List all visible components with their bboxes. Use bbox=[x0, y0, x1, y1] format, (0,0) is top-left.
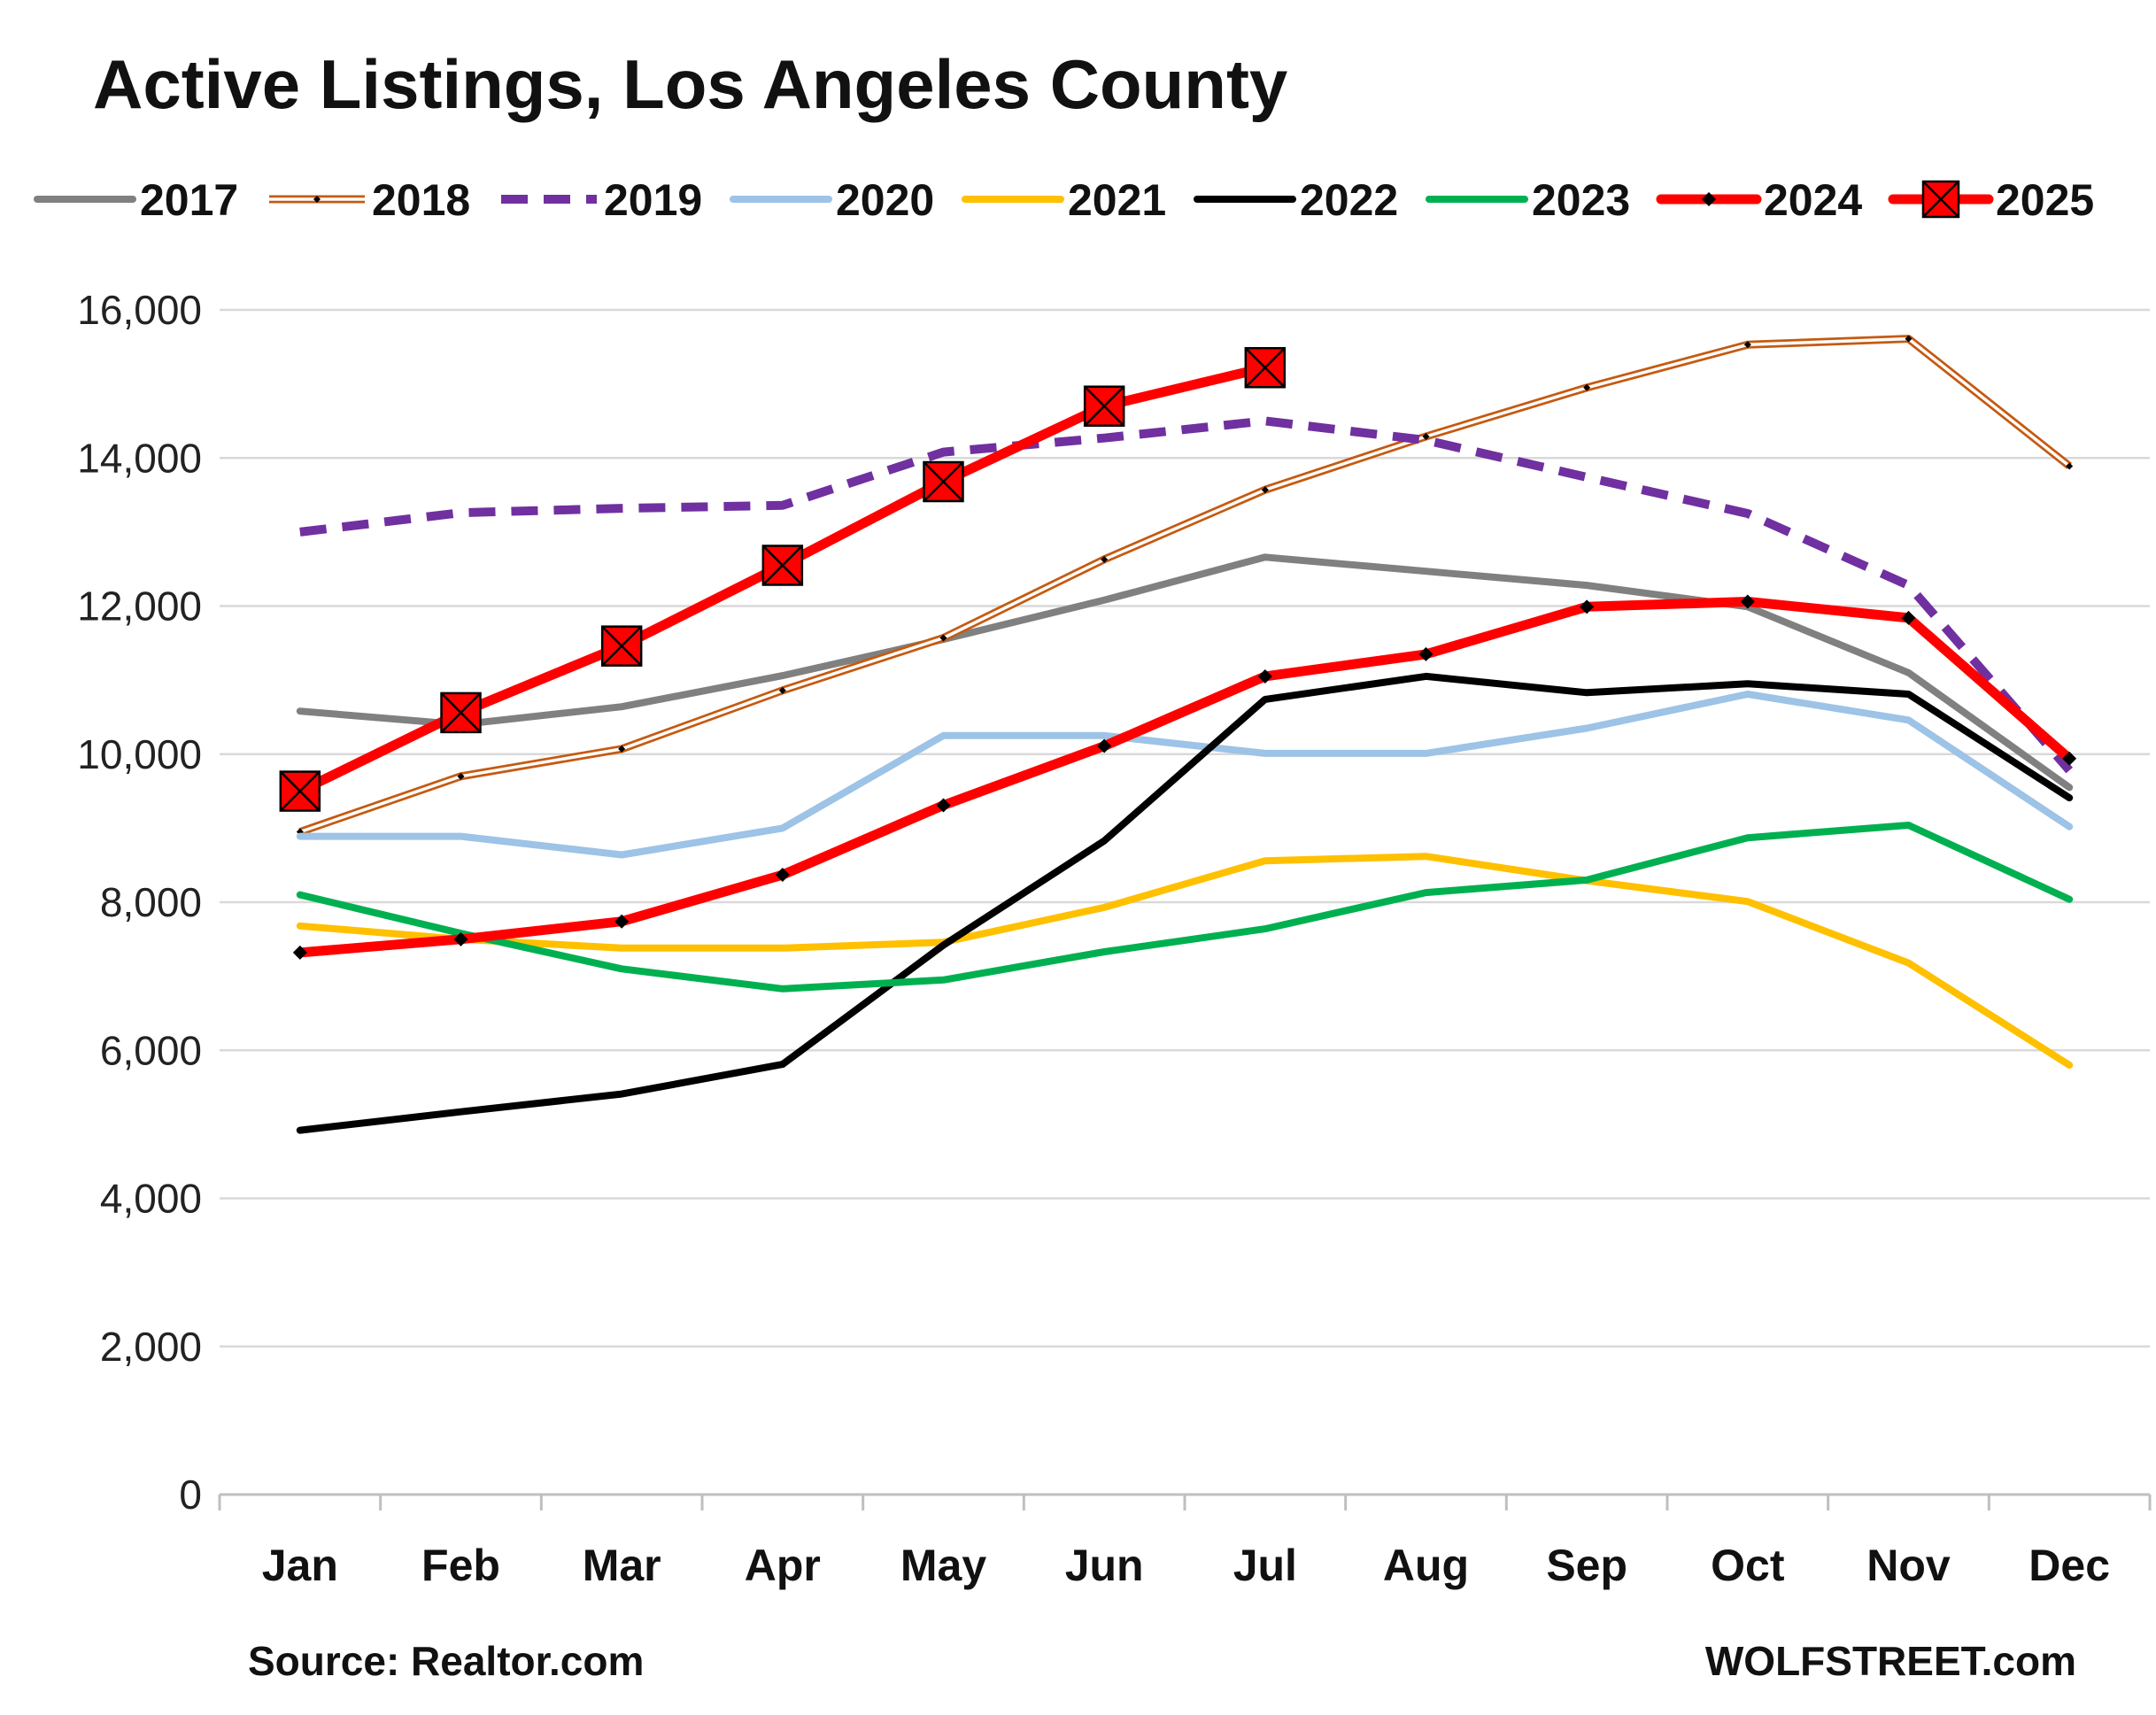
legend-item-2024: 2024 bbox=[1656, 175, 1862, 225]
data-point bbox=[1743, 341, 1751, 349]
series-line-2021 bbox=[296, 853, 2074, 1069]
data-point bbox=[600, 625, 643, 667]
plot-area bbox=[279, 335, 2077, 1134]
data-point bbox=[1097, 738, 1112, 753]
series-line-2017 bbox=[296, 553, 2074, 792]
brand-label: WOLFSTREET.com bbox=[1705, 1638, 2076, 1684]
x-tick-label: Jan bbox=[262, 1541, 338, 1590]
series-line-2024 bbox=[295, 597, 2075, 958]
series-2025 bbox=[279, 346, 1287, 812]
legend-marker bbox=[1921, 180, 1960, 219]
legend-label: 2020 bbox=[836, 175, 934, 225]
y-tick-label: 16,000 bbox=[77, 287, 202, 333]
legend-item-2019: 2019 bbox=[501, 175, 702, 225]
legend-label: 2019 bbox=[604, 175, 702, 225]
y-tick-label: 8,000 bbox=[100, 879, 202, 925]
data-point bbox=[1583, 383, 1591, 391]
x-axis: Jan Feb Mar Apr May Jun Jul Aug Sep Oct Nov Dec bbox=[218, 1493, 2152, 1590]
series-line-2019 bbox=[299, 416, 2073, 774]
data-point bbox=[1261, 486, 1269, 494]
chart-title: Active Listings, Los Angeles County bbox=[93, 45, 1287, 123]
data-point bbox=[614, 914, 630, 929]
legend-item-2021: 2021 bbox=[962, 175, 1166, 225]
data-point bbox=[2066, 462, 2074, 470]
legend-label: 2022 bbox=[1300, 175, 1398, 225]
source-label: Source: Realtor.com bbox=[248, 1638, 644, 1684]
y-tick-label: 12,000 bbox=[77, 583, 202, 630]
data-point bbox=[457, 772, 465, 780]
x-tick-label: Jul bbox=[1233, 1541, 1297, 1590]
x-tick-label: Nov bbox=[1866, 1541, 1951, 1590]
series-line-2022 bbox=[296, 672, 2074, 1134]
y-tick-label: 10,000 bbox=[77, 731, 202, 777]
gridlines bbox=[220, 308, 2150, 1348]
data-point bbox=[1083, 385, 1125, 427]
legend-marker bbox=[313, 196, 321, 203]
y-tick-label: 6,000 bbox=[100, 1027, 202, 1073]
series-line-2018-inner bbox=[299, 336, 2071, 834]
data-point bbox=[1580, 599, 1595, 614]
data-point bbox=[936, 798, 951, 813]
data-point bbox=[1257, 668, 1272, 684]
x-tick-label: Feb bbox=[421, 1541, 500, 1590]
data-point bbox=[1901, 610, 1916, 625]
data-point bbox=[1244, 346, 1287, 389]
data-point bbox=[1422, 432, 1430, 440]
legend-item-2022: 2022 bbox=[1194, 175, 1398, 225]
series-2020 bbox=[296, 691, 2074, 859]
legend-label: 2024 bbox=[1764, 175, 1862, 225]
y-tick-label: 0 bbox=[179, 1472, 202, 1518]
data-point bbox=[761, 545, 804, 586]
legend-item-2020: 2020 bbox=[730, 175, 934, 225]
data-point bbox=[775, 868, 790, 883]
x-tick-label: Aug bbox=[1383, 1541, 1469, 1590]
legend-item-2018: 2018 bbox=[269, 175, 470, 225]
x-tick-label: Oct bbox=[1711, 1541, 1785, 1590]
data-point bbox=[939, 634, 947, 642]
legend-label: 2025 bbox=[1996, 175, 2094, 225]
x-tick-label: Apr bbox=[745, 1541, 821, 1590]
legend-marker bbox=[1702, 192, 1716, 206]
legend-item-2017: 2017 bbox=[34, 175, 238, 225]
data-point bbox=[1101, 555, 1109, 563]
data-point bbox=[1740, 594, 1755, 609]
data-point bbox=[440, 691, 482, 734]
legend-label: 2023 bbox=[1532, 175, 1630, 225]
data-point bbox=[1905, 335, 1913, 343]
data-point bbox=[923, 460, 964, 503]
series-2022 bbox=[296, 672, 2074, 1134]
legend-label: 2021 bbox=[1068, 175, 1166, 225]
data-point bbox=[292, 945, 307, 960]
series-2017 bbox=[296, 553, 2074, 792]
series-2018 bbox=[296, 335, 2074, 836]
legend: 2017 2018 2019 2020 2021 2022 2023 2024 2025 bbox=[34, 175, 2094, 225]
data-point bbox=[618, 745, 626, 753]
series-2021 bbox=[296, 853, 2074, 1069]
x-tick-label: Mar bbox=[583, 1541, 661, 1590]
legend-label: 2018 bbox=[372, 175, 470, 225]
x-tick-label: May bbox=[900, 1541, 986, 1590]
data-point bbox=[1418, 646, 1433, 661]
data-point bbox=[279, 770, 321, 812]
x-tick-label: Jun bbox=[1065, 1541, 1144, 1590]
y-tick-label: 14,000 bbox=[77, 435, 202, 481]
legend-label: 2017 bbox=[140, 175, 238, 225]
series-line-2020 bbox=[296, 691, 2074, 859]
series-2024 bbox=[292, 594, 2077, 960]
x-tick-label: Sep bbox=[1546, 1541, 1627, 1590]
series-2019 bbox=[299, 416, 2073, 774]
y-tick-label: 2,000 bbox=[100, 1324, 202, 1370]
series-2023 bbox=[296, 822, 2074, 993]
x-tick-label: Dec bbox=[2028, 1541, 2110, 1590]
legend-item-2023: 2023 bbox=[1426, 175, 1630, 225]
series-line-2023 bbox=[296, 822, 2074, 993]
y-tick-label: 4,000 bbox=[100, 1176, 202, 1222]
data-point bbox=[453, 931, 468, 946]
y-axis: 0 2,000 4,000 6,000 8,000 10,000 12,000 14,000 1… bbox=[77, 287, 202, 1518]
legend-item-2025: 2025 bbox=[1888, 175, 2094, 225]
data-point bbox=[778, 686, 786, 694]
data-point bbox=[2062, 751, 2077, 766]
